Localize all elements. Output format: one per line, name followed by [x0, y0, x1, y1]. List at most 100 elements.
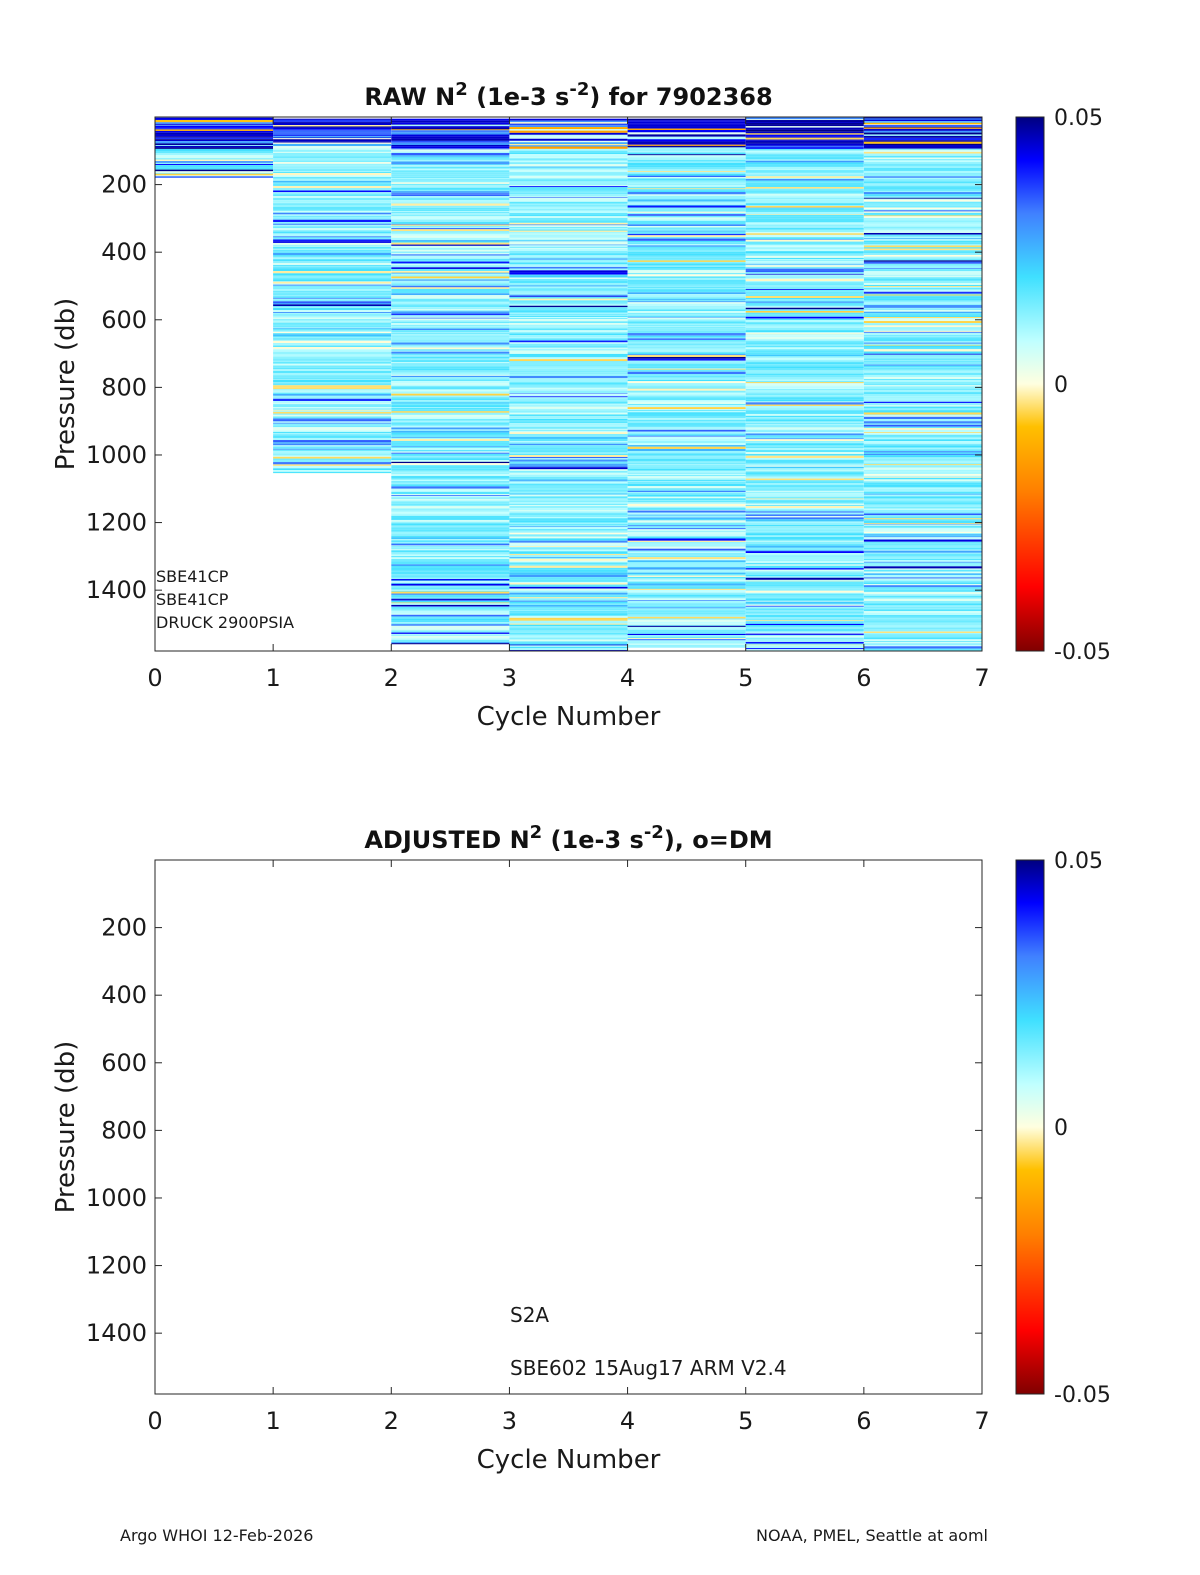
heatmap-cell — [863, 424, 982, 427]
heatmap-cell — [627, 558, 746, 561]
heatmap-cell — [627, 566, 746, 567]
heatmap-cell — [509, 603, 628, 605]
heatmap-cell — [273, 422, 392, 424]
heatmap-cell — [391, 189, 510, 192]
heatmap-cell — [745, 511, 864, 513]
heatmap-cell — [863, 371, 982, 373]
heatmap-cell — [509, 233, 628, 235]
heatmap-cell — [509, 253, 628, 256]
heatmap-cell — [391, 519, 510, 521]
heatmap-cell — [391, 332, 510, 334]
heatmap-cell — [627, 120, 746, 122]
heatmap-cell — [391, 635, 510, 636]
heatmap-cell — [863, 207, 982, 209]
heatmap-cell — [863, 151, 982, 154]
heatmap-cell — [391, 225, 510, 228]
heatmap-cell — [745, 145, 864, 147]
heatmap-cell — [273, 251, 392, 253]
heatmap-cell — [863, 334, 982, 336]
heatmap-cell — [509, 502, 628, 504]
heatmap-cell — [391, 356, 510, 359]
heatmap-cell — [863, 254, 982, 257]
heatmap-cell — [863, 581, 982, 583]
heatmap-cell — [509, 234, 628, 237]
heatmap-cell — [391, 582, 510, 584]
heatmap-cell — [863, 582, 982, 585]
heatmap-cell — [863, 157, 982, 160]
heatmap-cell — [627, 526, 746, 529]
heatmap-cell — [745, 531, 864, 532]
heatmap-cell — [509, 517, 628, 519]
heatmap-cell — [863, 573, 982, 575]
heatmap-cell — [509, 418, 628, 419]
heatmap-cell — [391, 451, 510, 453]
heatmap-cell — [745, 645, 864, 647]
heatmap-cell — [273, 149, 392, 152]
heatmap-cell — [391, 127, 510, 130]
heatmap-cell — [391, 476, 510, 478]
heatmap-cell — [509, 225, 628, 228]
heatmap-cell — [745, 325, 864, 328]
heatmap-cell — [863, 187, 982, 190]
heatmap-cell — [745, 312, 864, 315]
heatmap-cell — [391, 351, 510, 354]
heatmap-cell — [627, 323, 746, 325]
heatmap-cell — [863, 511, 982, 514]
heatmap-cell — [863, 608, 982, 610]
heatmap-cell — [273, 152, 392, 155]
heatmap-cell — [273, 137, 392, 139]
heatmap-cell — [391, 593, 510, 595]
heatmap-cell — [863, 333, 982, 335]
heatmap-cell — [391, 227, 510, 228]
heatmap-cell — [745, 195, 864, 198]
heatmap-cell — [627, 173, 746, 175]
heatmap-cell — [627, 147, 746, 149]
heatmap-cell — [509, 152, 628, 155]
heatmap-cell — [745, 431, 864, 433]
heatmap-cell — [745, 396, 864, 398]
heatmap-cell — [627, 481, 746, 484]
heatmap-cell — [509, 236, 628, 238]
heatmap-cell — [273, 219, 392, 222]
heatmap-cell — [863, 386, 982, 389]
heatmap-cell — [863, 415, 982, 417]
heatmap-cell — [509, 494, 628, 497]
heatmap-cell — [509, 170, 628, 173]
heatmap-cell — [273, 460, 392, 463]
heatmap-cell — [391, 438, 510, 440]
heatmap-cell — [863, 564, 982, 567]
heatmap-cell — [627, 307, 746, 310]
heatmap-cell — [863, 365, 982, 368]
heatmap-cell — [509, 621, 628, 624]
heatmap-cell — [391, 214, 510, 217]
heatmap-cell — [391, 448, 510, 451]
heatmap-cell — [863, 189, 982, 191]
heatmap-cell — [745, 405, 864, 409]
heatmap-cell — [745, 119, 864, 121]
heatmap-cell — [273, 325, 392, 328]
heatmap-cell — [509, 394, 628, 397]
heatmap-cell — [391, 265, 510, 267]
heatmap-cell — [745, 521, 864, 523]
heatmap-cell — [863, 571, 982, 574]
heatmap-cell — [509, 145, 628, 147]
heatmap-cell — [509, 508, 628, 510]
heatmap-cell — [391, 358, 510, 361]
heatmap-cell — [273, 289, 392, 292]
heatmap-cell — [273, 433, 392, 435]
heatmap-cell — [509, 488, 628, 491]
heatmap-cell — [509, 426, 628, 428]
heatmap-cell — [863, 141, 982, 144]
heatmap-cell — [391, 229, 510, 232]
heatmap-cell — [509, 420, 628, 422]
heatmap-cell — [273, 319, 392, 321]
heatmap-cell — [391, 395, 510, 398]
heatmap-cell — [509, 241, 628, 243]
heatmap-cell — [863, 611, 982, 613]
heatmap-cell — [863, 550, 982, 553]
heatmap-cell — [391, 211, 510, 213]
heatmap-cell — [273, 178, 392, 181]
heatmap-cell — [273, 215, 392, 217]
heatmap-cell — [391, 440, 510, 443]
heatmap-cell — [745, 435, 864, 438]
